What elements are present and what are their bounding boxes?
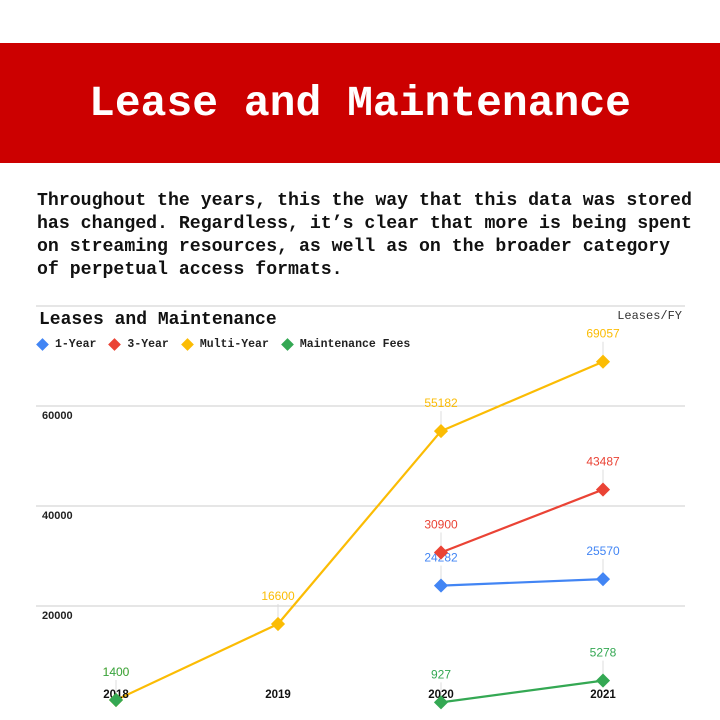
y-tick-label: 20000 xyxy=(42,610,73,622)
legend-item-multi-year[interactable]: Multi-Year xyxy=(180,338,269,351)
diamond-marker-icon xyxy=(36,338,49,351)
data-point-marker[interactable] xyxy=(433,424,449,439)
series-line xyxy=(440,679,604,704)
header-banner: Lease and Maintenance xyxy=(0,43,720,163)
data-label: 55182 xyxy=(424,396,458,410)
data-label: 5278 xyxy=(590,646,617,660)
diamond-marker-icon xyxy=(180,338,194,351)
y-tick-label: 60000 xyxy=(42,410,73,422)
page-title: Lease and Maintenance xyxy=(89,78,631,128)
legend-label: Maintenance Fees xyxy=(299,338,411,351)
legend-label: Multi-Year xyxy=(199,338,269,351)
data-point-marker[interactable] xyxy=(433,545,449,560)
data-label: 69057 xyxy=(586,327,620,341)
series-line xyxy=(440,360,604,433)
diamond-marker-icon xyxy=(108,338,122,351)
data-point-marker[interactable] xyxy=(595,354,611,369)
data-label: 927 xyxy=(431,667,451,681)
chart-title: Leases and Maintenance xyxy=(39,310,277,330)
x-tick-label: 2021 xyxy=(590,689,616,701)
data-label: 25570 xyxy=(586,544,620,558)
data-label: 16600 xyxy=(261,589,295,603)
diamond-marker-icon xyxy=(280,338,294,351)
series-line xyxy=(115,623,279,701)
data-label: 30900 xyxy=(424,518,458,532)
x-tick-label: 2019 xyxy=(265,689,291,701)
line-chart: 2000040000600002018201920202021242822557… xyxy=(36,305,685,710)
data-point-marker[interactable] xyxy=(433,578,449,593)
data-label: 1400 xyxy=(103,665,130,679)
data-point-marker[interactable] xyxy=(595,482,611,497)
legend-item-1-year[interactable]: 1-Year xyxy=(36,338,97,351)
legend-item-3-year[interactable]: 3-Year xyxy=(108,338,169,351)
data-label: 1400 xyxy=(103,665,130,679)
y-axis-title: Leases/FY xyxy=(617,309,682,323)
legend-label: 1-Year xyxy=(55,338,97,351)
y-tick-label: 40000 xyxy=(42,510,73,522)
data-point-marker[interactable] xyxy=(108,692,124,708)
data-point-marker[interactable] xyxy=(270,616,286,632)
description-text: Throughout the years, this the way that … xyxy=(37,191,692,280)
data-point-marker[interactable] xyxy=(433,695,449,710)
series-line xyxy=(440,578,604,587)
data-point-marker[interactable] xyxy=(595,572,611,587)
legend-label: 3-Year xyxy=(127,338,169,351)
chart-legend: 1-Year 3-Year Multi-Year Maintenance Fee… xyxy=(36,338,411,351)
data-point-marker[interactable] xyxy=(595,673,611,688)
legend-item-maintenance-fees[interactable]: Maintenance Fees xyxy=(280,338,411,351)
series-line xyxy=(277,430,442,625)
data-label: 43487 xyxy=(586,455,620,469)
series-line xyxy=(440,488,604,554)
